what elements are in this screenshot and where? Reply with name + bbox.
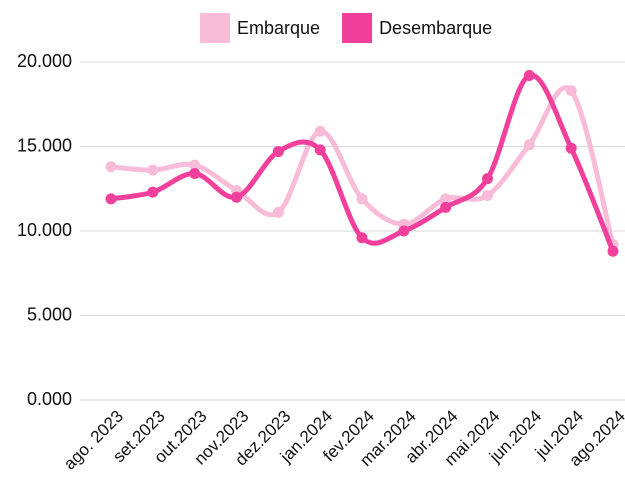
point	[356, 232, 368, 244]
point	[565, 85, 577, 97]
point	[440, 193, 452, 205]
point	[482, 190, 493, 202]
legend-label: Embarque	[237, 18, 320, 38]
y-tick-label: 10.000	[17, 220, 72, 240]
point	[105, 193, 117, 205]
point	[189, 168, 201, 180]
point	[314, 144, 326, 156]
point	[147, 164, 159, 176]
point	[356, 193, 368, 205]
legend-swatch	[342, 13, 373, 43]
x-tick-label: ago. 2023	[60, 407, 127, 474]
point	[523, 70, 535, 82]
point	[607, 245, 619, 257]
legend-swatch	[200, 13, 230, 43]
point	[147, 186, 159, 198]
y-tick-label: 20.000	[17, 51, 72, 71]
point	[272, 206, 284, 218]
y-tick-label: 0.000	[27, 389, 72, 409]
legend-item: Embarque	[200, 13, 320, 43]
point	[314, 125, 326, 137]
point	[440, 201, 452, 213]
legend-label: Desembarque	[379, 18, 492, 38]
point	[523, 139, 535, 151]
y-tick-label: 15.000	[17, 135, 72, 155]
point	[398, 225, 410, 237]
point	[565, 142, 577, 154]
point	[272, 146, 284, 158]
point	[105, 161, 117, 173]
point	[189, 159, 201, 171]
point	[231, 191, 242, 203]
point	[482, 173, 493, 185]
legend-item: Desembarque	[342, 13, 492, 43]
y-tick-label: 5.000	[27, 304, 72, 324]
line	[110, 85, 616, 246]
